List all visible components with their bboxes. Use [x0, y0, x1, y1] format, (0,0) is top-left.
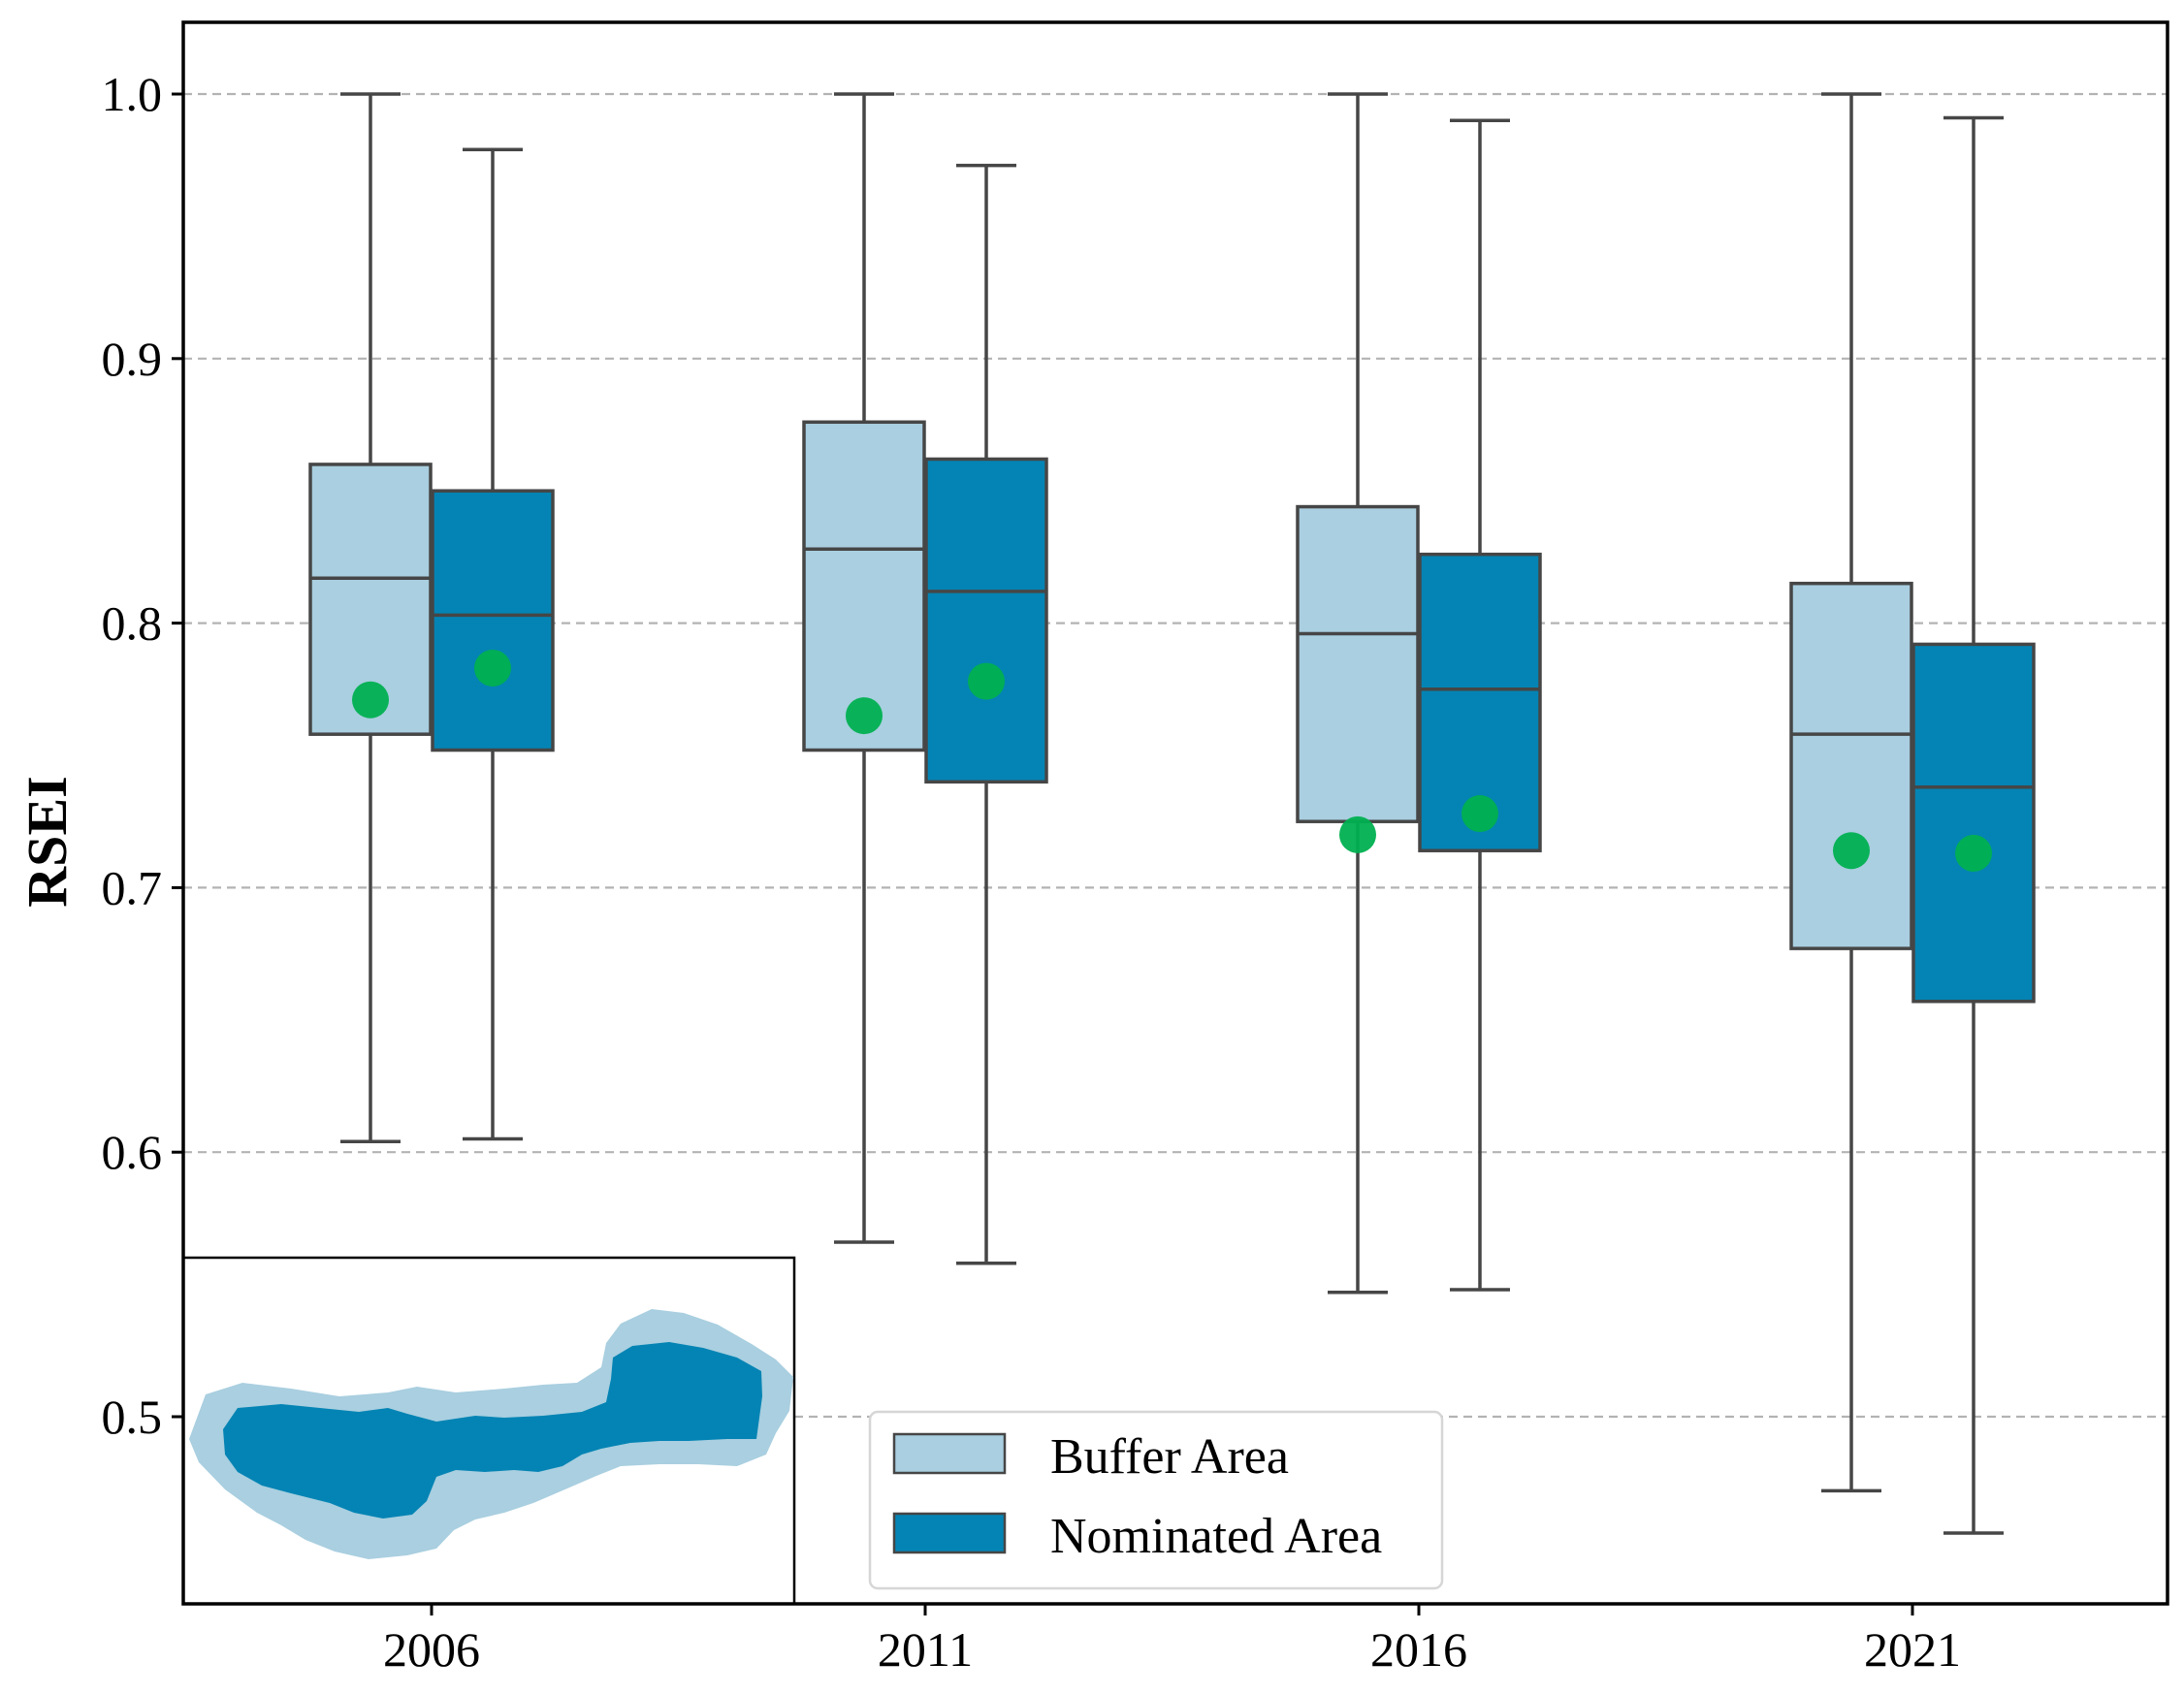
plot-frame — [181, 20, 2169, 1606]
mean-marker — [474, 649, 511, 687]
y-tick-label: 1.0 — [102, 67, 163, 121]
mean-marker — [1461, 795, 1498, 833]
box-nominated-2006 — [431, 147, 555, 1141]
box-body — [1911, 642, 2036, 1004]
box-body — [924, 457, 1048, 784]
box-body — [1789, 581, 1913, 950]
legend-label-buffer: Buffer Area — [1050, 1429, 1289, 1485]
legend-label-nominated: Nominated Area — [1050, 1509, 1382, 1564]
nominated-region-shape — [223, 1342, 762, 1519]
inset-map — [181, 1256, 796, 1606]
box-body — [431, 489, 555, 752]
y-axis-title: RSEI — [16, 776, 79, 907]
y-axis-ticks: 0.5 0.6 0.7 0.8 0.9 1.0 — [102, 67, 183, 1444]
mean-marker — [1833, 832, 1870, 870]
legend: Buffer Area Nominated Area — [868, 1410, 1444, 1590]
box-buffer-2021 — [1789, 92, 1913, 1493]
mean-marker — [352, 681, 389, 719]
legend-swatch-nominated — [892, 1512, 1007, 1554]
box-nominated-2021 — [1911, 115, 2036, 1535]
y-tick-label: 0.5 — [102, 1390, 163, 1444]
y-tick-label: 0.8 — [102, 596, 163, 651]
x-axis-ticks: 2006 2011 2016 2021 — [383, 1604, 1961, 1677]
y-tick-label: 0.7 — [102, 860, 163, 914]
boxes — [308, 92, 2036, 1535]
mean-marker — [968, 662, 1005, 700]
box-body — [1296, 504, 1420, 823]
legend-swatch-buffer — [892, 1432, 1007, 1475]
mean-marker — [846, 697, 883, 735]
legend-frame — [868, 1410, 1444, 1590]
y-tick-label: 0.9 — [102, 332, 163, 386]
box-body — [802, 420, 926, 752]
mean-marker — [1955, 834, 1992, 872]
x-tick-label: 2006 — [383, 1622, 480, 1677]
box-buffer-2016 — [1296, 92, 1420, 1295]
box-buffer-2011 — [802, 92, 926, 1244]
x-tick-label: 2016 — [1370, 1622, 1467, 1677]
y-tick-label: 0.6 — [102, 1125, 163, 1179]
mean-markers — [352, 649, 1992, 872]
box-nominated-2016 — [1418, 118, 1542, 1292]
mean-marker — [1339, 816, 1376, 853]
box-buffer-2006 — [308, 92, 433, 1144]
x-tick-label: 2011 — [878, 1622, 973, 1677]
box-nominated-2011 — [924, 163, 1048, 1265]
x-tick-label: 2021 — [1864, 1622, 1961, 1677]
